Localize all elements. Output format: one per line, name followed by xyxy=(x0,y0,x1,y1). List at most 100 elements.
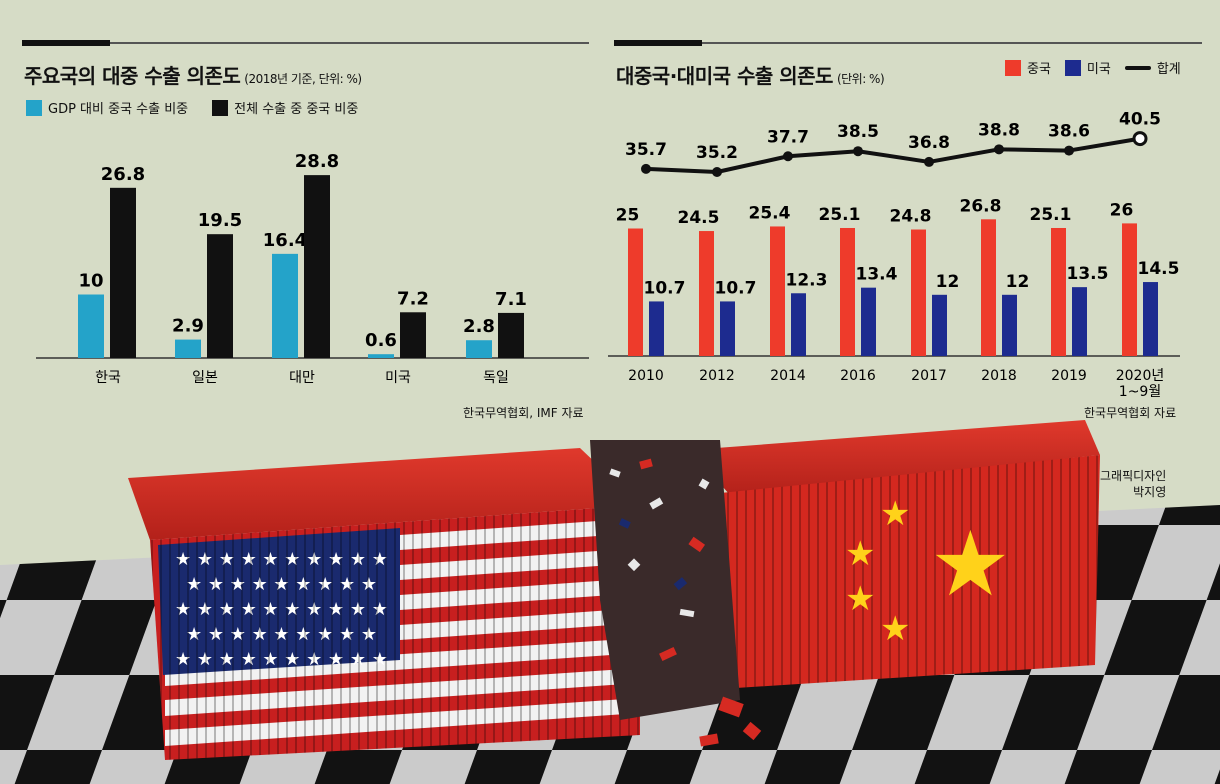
bar-value-label: 14.5 xyxy=(1138,259,1180,279)
x-tick-label: 2016 xyxy=(840,368,876,384)
bar-value-label: 7.1 xyxy=(495,289,527,310)
bar-value-label: 10 xyxy=(78,271,103,292)
legend-swatch-gdp xyxy=(26,99,42,116)
total-line-label: 38.5 xyxy=(837,122,879,142)
bar-total-export-share xyxy=(304,175,330,358)
legend-swatch-total-line xyxy=(1124,65,1151,70)
bar-value-label: 13.4 xyxy=(856,265,898,285)
bar-china-share xyxy=(911,229,926,356)
x-tick-label: 독일 xyxy=(483,370,509,386)
svg-text:★: ★ xyxy=(845,579,875,619)
china-flag-container-face: ★ ★ ★ ★ ★ xyxy=(700,455,1100,690)
bar-us-share xyxy=(932,294,947,356)
bar-china-share xyxy=(840,227,855,356)
right-chart-title-text: 대중국·대미국 수출 의존도 xyxy=(616,64,833,88)
x-tick-label: 2019 xyxy=(1051,368,1087,384)
x-tick-label: 2014 xyxy=(770,368,806,384)
x-tick-label: 일본 xyxy=(192,370,218,386)
bar-us-share xyxy=(1143,282,1158,356)
x-tick-label: 2018 xyxy=(981,368,1017,384)
us-flag-container-face: ★ ★ ★ ★ ★ ★ ★ ★ ★ ★ ★ ★ ★ ★ ★ ★ ★ ★ ★ ★ … xyxy=(150,505,640,760)
right-chart-title: 대중국·대미국 수출 의존도 (단위: %) xyxy=(616,60,885,89)
svg-text:★: ★ xyxy=(880,494,910,534)
right-chart-subtitle: (단위: %) xyxy=(836,72,885,86)
left-chart-subtitle: (2018년 기준, 단위: %) xyxy=(244,72,362,86)
svg-text:★: ★ xyxy=(880,609,910,649)
total-line-point xyxy=(1064,145,1074,156)
legend-swatch-china xyxy=(1005,59,1021,76)
total-line-label: 36.8 xyxy=(908,133,950,153)
bar-china-share xyxy=(628,228,643,356)
total-line-point xyxy=(641,163,651,174)
bar-china-share xyxy=(1051,227,1066,356)
bar-value-label: 10.7 xyxy=(644,278,686,298)
bar-value-label: 24.8 xyxy=(890,207,932,227)
x-tick-label: 대만 xyxy=(289,370,315,386)
bar-gdp-share xyxy=(175,339,201,358)
svg-text:★: ★ xyxy=(930,512,1011,617)
bar-china-share xyxy=(981,219,996,356)
right-legend: 중국 미국 합계 xyxy=(1005,58,1181,77)
bar-value-label: 26.8 xyxy=(101,164,145,185)
bar-china-share xyxy=(770,226,785,356)
us-container-top xyxy=(128,448,640,540)
x-tick-label: 미국 xyxy=(385,370,411,386)
bar-total-export-share xyxy=(110,187,136,358)
bar-us-share xyxy=(1072,287,1087,356)
left-bar-chart: 10 26.8 한국 2.9 19.5 일본 16.4 28.8 대만 0.67.2 미국 2.87.… xyxy=(36,151,589,386)
bar-value-label: 16.4 xyxy=(263,230,307,251)
graphic-credit: 그래픽디자인 박지영 xyxy=(1100,468,1166,500)
left-header-rule xyxy=(22,42,589,44)
total-line-label: 40.5 xyxy=(1119,110,1161,130)
bar-total-export-share xyxy=(207,234,233,358)
right-chart-source: 한국무역협회 자료 xyxy=(1084,406,1177,420)
right-header-accent xyxy=(614,40,702,46)
total-line-label: 38.6 xyxy=(1048,122,1090,142)
bar-gdp-share xyxy=(368,354,394,358)
svg-text:★: ★ xyxy=(845,534,875,574)
x-tick-label: 1~9월 xyxy=(1119,384,1161,400)
china-container-top xyxy=(690,420,1100,495)
left-chart-title: 주요국의 대중 수출 의존도 (2018년 기준, 단위: %) xyxy=(24,60,362,89)
left-header-accent xyxy=(22,40,110,46)
right-header-rule xyxy=(614,42,1202,44)
bar-value-label: 25.4 xyxy=(749,203,791,223)
bar-value-label: 7.2 xyxy=(397,288,429,309)
bar-us-share xyxy=(861,287,876,356)
bar-value-label: 25.1 xyxy=(819,205,861,225)
legend-label-gdp: GDP 대비 중국 수출 비중 xyxy=(48,102,189,117)
bar-value-label: 19.5 xyxy=(198,210,242,231)
bar-value-label: 26.8 xyxy=(960,196,1002,216)
bar-us-share xyxy=(791,293,806,356)
legend-label-china: 중국 xyxy=(1027,62,1051,77)
bar-total-export-share xyxy=(400,312,426,358)
bar-us-share xyxy=(649,301,664,356)
x-tick-label: 2010 xyxy=(628,368,664,384)
bar-value-label: 24.5 xyxy=(678,208,720,228)
bar-gdp-share xyxy=(272,253,298,358)
bar-us-share xyxy=(1002,294,1017,356)
total-line-point xyxy=(712,167,722,177)
total-line-point xyxy=(783,151,793,162)
total-line-label: 35.7 xyxy=(625,140,667,160)
bar-value-label: 25.1 xyxy=(1030,205,1072,225)
bar-value-label: 12 xyxy=(1006,272,1030,292)
bar-gdp-share xyxy=(78,294,104,358)
total-line-point xyxy=(994,144,1004,155)
bar-value-label: 2.8 xyxy=(463,316,495,337)
total-line-point xyxy=(853,146,863,157)
x-tick-label: 한국 xyxy=(95,370,121,386)
credit-line-2: 박지영 xyxy=(1133,485,1167,499)
bar-total-export-share xyxy=(498,312,524,358)
legend-label-total: 전체 수출 중 중국 비중 xyxy=(234,102,359,117)
right-combo-chart: 25 10.7 2010 24.5 10.7 2012 25.4 12.3 2014 25.1 13… xyxy=(608,110,1180,400)
legend-swatch-us xyxy=(1064,59,1081,76)
bar-china-share xyxy=(699,231,714,356)
bar-value-label: 26 xyxy=(1110,200,1134,220)
bar-us-share xyxy=(720,301,735,356)
total-line-label: 37.7 xyxy=(767,127,809,147)
bar-value-label: 28.8 xyxy=(295,151,339,172)
total-line-point xyxy=(1132,131,1148,147)
x-tick-label: 2017 xyxy=(911,368,947,384)
bar-china-share xyxy=(1122,223,1137,356)
